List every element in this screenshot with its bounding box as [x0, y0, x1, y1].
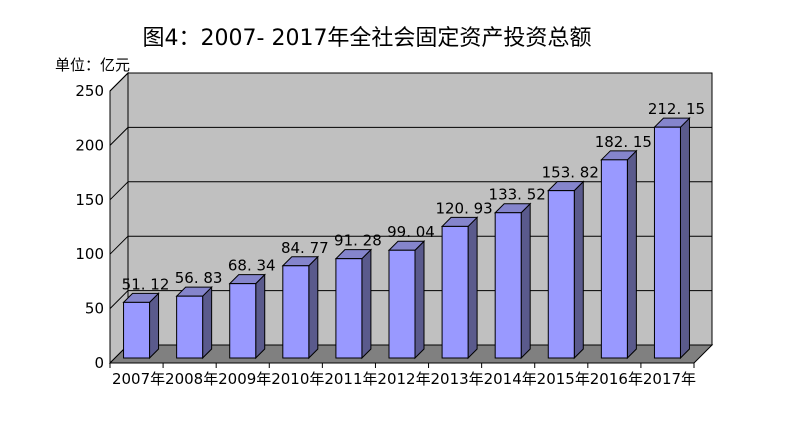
bar-2016年	[600, 149, 638, 360]
bar-data-label: 84. 77	[281, 239, 329, 257]
bar-front-face	[229, 283, 257, 359]
bar-2013年	[440, 216, 479, 360]
bar-data-label: 91. 28	[334, 232, 382, 250]
bar-front-face	[123, 301, 151, 359]
bar-side-face	[679, 116, 690, 360]
x-axis-category-label: 2013年	[430, 370, 483, 388]
bar-data-label: 133. 52	[489, 186, 546, 204]
y-axis-depth-tick	[109, 72, 129, 92]
bar-2009年	[228, 273, 266, 360]
bar-2007年	[122, 292, 160, 360]
bar-data-label: 153. 82	[542, 164, 599, 182]
y-axis-tick-label: 50	[85, 300, 104, 318]
bar-2008年	[175, 285, 213, 360]
y-axis-depth-tick	[109, 181, 129, 201]
bar-front-face	[441, 225, 469, 359]
x-axis-category-label: 2011年	[324, 370, 377, 388]
y-axis-tick-label: 0	[94, 354, 104, 372]
bar-data-label: 99. 04	[387, 223, 435, 241]
bar-side-face	[255, 273, 266, 360]
bar-side-face	[308, 255, 319, 360]
x-axis-category-label: 2014年	[484, 370, 537, 388]
x-axis-category-label: 2007年	[112, 370, 165, 388]
y-axis-depth-tick	[109, 235, 129, 255]
bar-front-face	[494, 212, 522, 359]
bar-front-face	[547, 190, 575, 359]
bar-data-label: 51. 12	[122, 275, 170, 293]
x-axis-category-label: 2008年	[165, 370, 218, 388]
bar-2010年	[281, 255, 320, 360]
y-axis-tick-label: 250	[75, 82, 104, 100]
bar-2012年	[387, 240, 426, 360]
bar-2011年	[334, 248, 373, 360]
unit-label: 单位：亿元	[55, 56, 130, 74]
y-axis-depth-tick	[109, 290, 129, 309]
bar-side-face	[361, 248, 372, 360]
bar-side-face	[626, 149, 637, 360]
bar-2015年	[547, 180, 585, 360]
bar-side-face	[520, 202, 531, 360]
bar-front-face	[388, 249, 416, 359]
bar-data-label: 68. 34	[228, 257, 276, 275]
bar-front-face	[335, 258, 363, 359]
bar-data-label: 120. 93	[435, 199, 492, 217]
bar-data-label: 182. 15	[595, 133, 652, 151]
bar-side-face	[414, 240, 425, 360]
x-axis-category-label: 2010年	[271, 370, 324, 388]
x-axis-category-label: 2015年	[537, 370, 590, 388]
bar-side-face	[149, 292, 160, 360]
bar-2014年	[493, 202, 532, 360]
bar-front-face	[282, 265, 310, 359]
bar-data-label: 56. 83	[175, 269, 223, 287]
x-axis-category-label: 2009年	[218, 370, 271, 388]
plot-area: 0 50 100 150 200 250 51. 12 2007年 56. 83 2008年 68.…	[75, 71, 714, 388]
bar-data-label: 212. 15	[648, 100, 705, 118]
bar-front-face	[653, 126, 681, 359]
y-axis-tick-label: 200	[75, 136, 104, 154]
bar-front-face	[176, 295, 204, 359]
bar-side-face	[467, 216, 478, 360]
x-axis-category-label: 2016年	[590, 370, 643, 388]
bar-front-face	[600, 159, 628, 359]
chart-title: 图4：2007- 2017年全社会固定资产投资总额	[143, 26, 592, 51]
bar-2017年	[653, 116, 691, 360]
x-axis-category-label: 2017年	[643, 370, 696, 388]
x-axis-category-label: 2012年	[377, 370, 430, 388]
y-axis-tick-label: 100	[75, 245, 104, 263]
bar-side-face	[202, 285, 213, 360]
y-axis-tick-label: 150	[75, 191, 104, 209]
y-axis-depth-tick	[109, 127, 129, 146]
bar-side-face	[573, 180, 584, 360]
